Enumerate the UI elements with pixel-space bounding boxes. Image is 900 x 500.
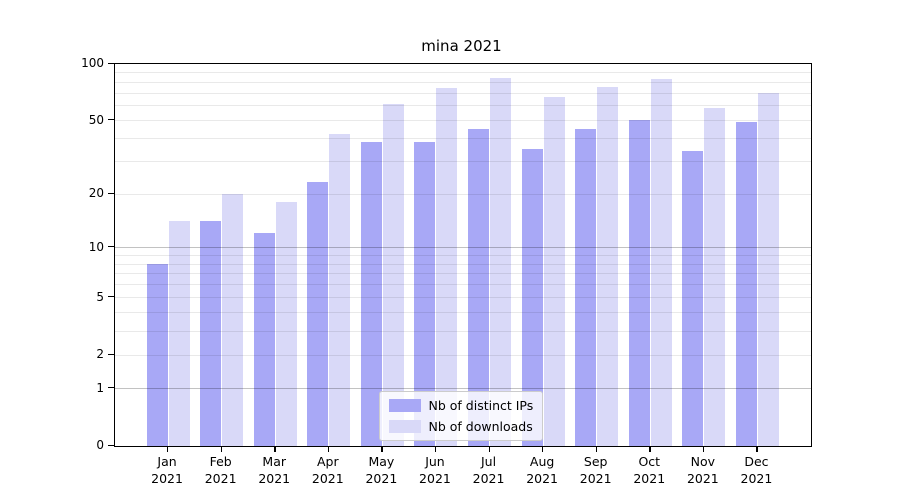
x-tick-mark-aug [542,446,544,452]
bar-downloads-mar [275,201,297,446]
x-tick-mark-nov [702,446,705,452]
x-tick-mark-dec [756,446,758,452]
bar-downloads-sep [597,87,619,446]
bar-distinct-ips-feb [200,221,222,446]
y-tick-label-100: 100 [81,56,104,70]
plot-area: Nb of distinct IPs Nb of downloads [113,62,812,447]
bar-downloads-feb [222,193,244,446]
bar-downloads-jan [168,221,190,446]
y-tick-mark-0 [107,444,114,446]
x-tick-mark-jan [167,446,169,452]
x-tick-label-apr: Apr 2021 [311,454,344,486]
y-tick-label-10: 10 [88,239,104,254]
y-tick-mark-10 [107,246,114,248]
x-tick-mark-apr [327,446,330,452]
bar-distinct-ips-mar [253,233,275,446]
x-tick-label-jul: Jul 2021 [472,454,505,486]
bar-downloads-apr [329,134,351,446]
x-tick-label-may: May 2021 [365,454,398,486]
y-tick-mark-20 [107,192,114,194]
x-tick-label-jun: Jun 2021 [419,454,451,486]
bar-distinct-ips-apr [307,182,329,446]
bar-distinct-ips-jan [146,263,168,446]
x-tick-label-sep: Sep 2021 [579,454,612,486]
bar-distinct-ips-dec [735,121,757,446]
bar-distinct-ips-sep [575,128,597,446]
legend-swatch-distinct-ips [388,398,421,412]
legend-swatch-downloads [388,419,421,433]
y-tick-mark-5 [107,296,114,298]
bar-downloads-oct [650,78,672,446]
bar-downloads-jun [436,88,458,446]
bar-downloads-nov [704,107,726,446]
gridline-minor-90 [114,72,811,74]
legend-row-distinct-ips: Nb of distinct IPs [388,397,534,413]
legend-label-downloads: Nb of downloads [428,418,533,434]
gridline-minor-70 [114,92,811,94]
gridline-minor-60 [114,105,811,107]
x-tick-mark-feb [220,446,222,452]
bar-distinct-ips-aug [521,148,543,446]
x-tick-label-oct: Oct 2021 [633,454,666,486]
gridline-minor-80 [114,81,811,83]
x-tick-mark-may [381,446,383,452]
bar-distinct-ips-nov [682,151,704,446]
y-tick-label-2: 2 [96,347,104,362]
bar-downloads-dec [757,92,779,446]
x-tick-label-jan: Jan 2021 [151,454,183,486]
x-tick-mark-jun [434,446,437,452]
y-tick-label-1: 1 [96,380,104,395]
y-tick-label-0: 0 [96,438,104,452]
bar-distinct-ips-jul [468,128,490,446]
bar-downloads-may [382,103,404,446]
legend: Nb of distinct IPs Nb of downloads [378,390,544,441]
bar-downloads-jul [490,77,512,446]
x-tick-label-feb: Feb 2021 [204,454,237,486]
y-tick-mark-50 [107,119,114,121]
x-tick-label-dec: Dec 2021 [740,454,773,486]
legend-label-distinct-ips: Nb of distinct IPs [428,397,534,413]
x-tick-mark-oct [649,446,651,452]
y-tick-label-50: 50 [88,112,104,127]
y-tick-label-20: 20 [88,186,104,200]
chart-title: mina 2021 [421,37,502,55]
y-tick-label-5: 5 [96,289,104,304]
bar-distinct-ips-oct [628,120,650,446]
x-tick-label-nov: Nov 2021 [686,454,719,486]
bar-distinct-ips-may [360,142,382,446]
y-tick-mark-2 [107,353,114,355]
x-tick-mark-mar [274,446,276,452]
y-tick-mark-1 [107,387,114,389]
bar-downloads-aug [543,97,565,446]
x-tick-label-aug: Aug 2021 [526,454,559,486]
x-tick-mark-sep [595,446,597,452]
legend-row-downloads: Nb of downloads [388,418,534,434]
x-tick-mark-jul [488,446,490,452]
y-tick-mark-100 [107,62,114,64]
bar-distinct-ips-jun [414,142,436,446]
x-tick-label-mar: Mar 2021 [258,454,291,486]
